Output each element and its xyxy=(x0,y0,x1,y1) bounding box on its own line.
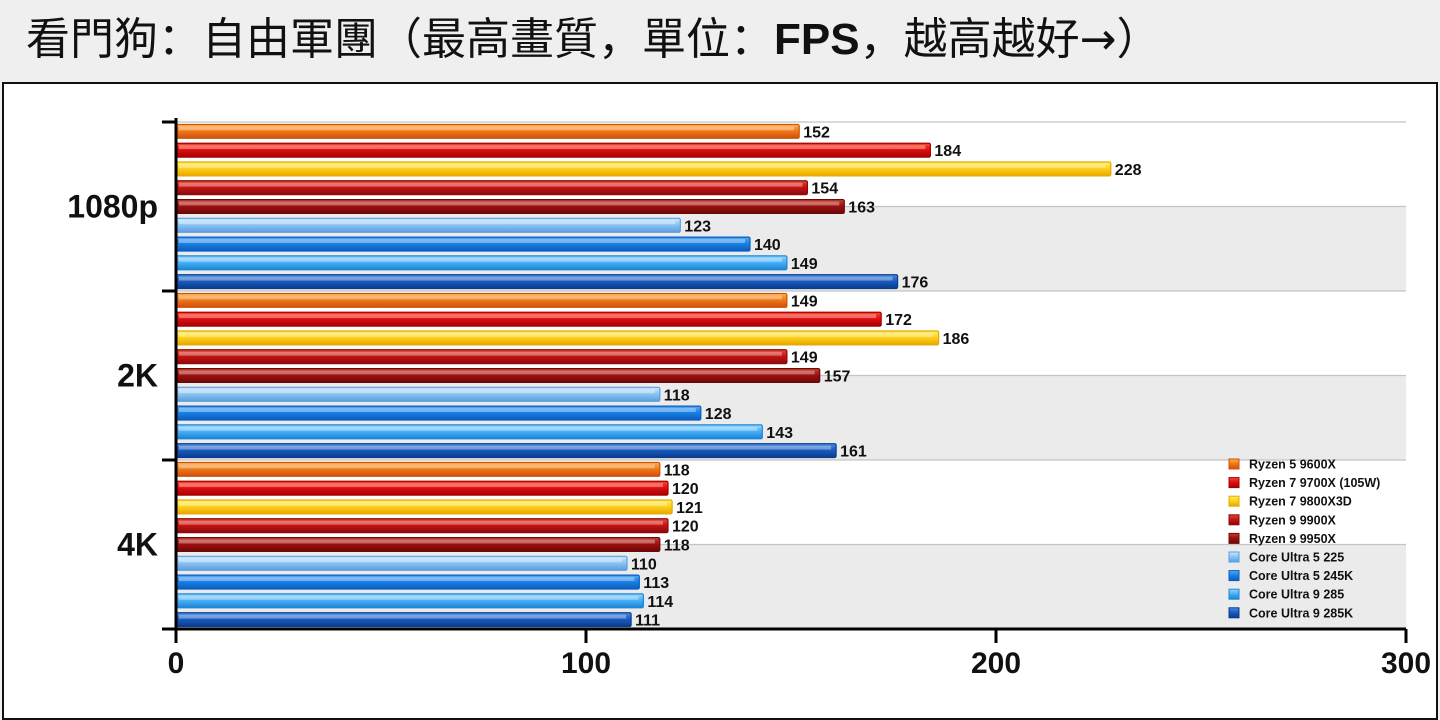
bar-highlight xyxy=(179,295,782,300)
legend-swatch xyxy=(1228,495,1240,507)
legend-swatch xyxy=(1228,458,1240,470)
value-label: 149 xyxy=(791,256,818,273)
legend: Ryzen 5 9600X Ryzen 7 9700X (105W) Ryzen 7… xyxy=(1228,458,1380,620)
bar-highlight xyxy=(179,201,840,206)
bar-highlight xyxy=(179,332,934,337)
value-label: 161 xyxy=(840,444,867,461)
legend-label: Ryzen 5 9600X xyxy=(1249,458,1337,472)
bar-highlight xyxy=(179,483,663,488)
value-label: 149 xyxy=(791,293,818,310)
bar-highlight xyxy=(179,389,655,394)
legend-swatch xyxy=(1228,514,1240,526)
x-tick-label: 300 xyxy=(1381,647,1431,680)
bar-highlight xyxy=(179,314,877,319)
value-label: 157 xyxy=(824,369,851,386)
category-label: 1080p xyxy=(67,189,158,225)
value-label: 123 xyxy=(684,218,711,235)
legend-swatch xyxy=(1228,570,1240,582)
value-label: 118 xyxy=(664,387,690,404)
chart-panel: 152 184 228 154 163 123 140 149 176 149 172 186 149 1… xyxy=(2,82,1438,720)
bar-chart: 152 184 228 154 163 123 140 149 176 149 172 186 149 1… xyxy=(67,118,1431,680)
legend-swatch xyxy=(1228,588,1240,600)
bar-highlight xyxy=(179,426,758,431)
bar-highlight xyxy=(179,163,1106,168)
x-tick-label: 0 xyxy=(168,647,185,680)
legend-swatch xyxy=(1228,551,1240,563)
legend-swatch xyxy=(1228,607,1240,619)
legend-label: Ryzen 7 9800X3D xyxy=(1249,495,1352,509)
legend-label: Ryzen 7 9700X (105W) xyxy=(1249,476,1380,490)
value-label: 120 xyxy=(672,519,699,536)
bar-highlight xyxy=(179,520,663,525)
x-tick-labels: 0 100 200 300 xyxy=(168,647,1431,680)
bar-highlight xyxy=(179,445,832,450)
value-label: 172 xyxy=(885,312,912,329)
bar-highlight xyxy=(179,257,782,262)
category-labels: 1080p 2K 4K xyxy=(67,189,158,563)
axes xyxy=(162,118,1408,643)
value-label: 184 xyxy=(934,143,961,160)
value-label: 111 xyxy=(635,613,660,630)
bar-highlight xyxy=(179,577,635,581)
bar-highlight xyxy=(179,126,795,131)
value-label: 114 xyxy=(647,594,673,611)
bar-highlight xyxy=(179,239,745,243)
value-label: 118 xyxy=(664,462,690,479)
value-label: 149 xyxy=(791,350,818,367)
value-label: 154 xyxy=(811,181,838,198)
legend-label: Core Ultra 5 245K xyxy=(1249,569,1353,583)
category-label: 2K xyxy=(117,358,158,394)
value-label: 120 xyxy=(672,481,699,498)
bar-highlight xyxy=(179,351,782,356)
value-labels: 152 184 228 154 163 123 140 149 176 149 172 186 149 1… xyxy=(631,124,1142,629)
legend-label: Core Ultra 9 285 xyxy=(1249,588,1344,602)
bar-highlight xyxy=(179,220,676,225)
bar-highlight xyxy=(179,464,655,469)
bar-highlight xyxy=(179,370,815,375)
value-label: 163 xyxy=(848,200,875,217)
legend-label: Core Ultra 9 285K xyxy=(1249,606,1353,620)
bars xyxy=(175,123,1112,628)
category-label: 4K xyxy=(117,527,158,563)
x-tick-label: 200 xyxy=(971,647,1021,680)
title-prefix: 看門狗：自由軍團（最高畫質，單位： xyxy=(26,14,774,65)
bar-highlight xyxy=(179,276,893,281)
title-suffix: ，越高越好→） xyxy=(859,14,1161,65)
legend-label: Ryzen 9 9950X xyxy=(1249,532,1337,546)
bar-highlight xyxy=(179,558,622,563)
legend-label: Ryzen 9 9900X xyxy=(1249,513,1337,527)
legend-swatch xyxy=(1228,477,1240,489)
bar-highlight xyxy=(179,614,627,619)
value-label: 143 xyxy=(766,425,793,442)
value-label: 110 xyxy=(631,556,657,573)
title-unit: FPS xyxy=(774,15,860,64)
x-tick-label: 100 xyxy=(561,647,611,680)
value-label: 140 xyxy=(754,237,781,254)
bar-highlight xyxy=(179,145,926,150)
bar-highlight xyxy=(179,501,668,506)
value-label: 128 xyxy=(705,406,732,423)
bar-highlight xyxy=(179,408,696,412)
bar-highlight xyxy=(179,182,803,187)
value-label: 118 xyxy=(664,538,690,555)
chart-title: 看門狗：自由軍團（最高畫質，單位：FPS，越高越好→） xyxy=(26,10,1160,70)
value-label: 121 xyxy=(676,500,703,517)
bar-highlight xyxy=(179,539,655,544)
bar-highlight xyxy=(179,595,639,600)
title-bar: 看門狗：自由軍團（最高畫質，單位：FPS，越高越好→） xyxy=(0,0,1440,82)
value-label: 152 xyxy=(803,124,830,141)
value-label: 176 xyxy=(902,275,929,292)
value-label: 186 xyxy=(943,331,970,348)
value-label: 228 xyxy=(1115,162,1142,179)
legend-swatch xyxy=(1228,532,1240,544)
legend-label: Core Ultra 5 225 xyxy=(1249,551,1344,565)
value-label: 113 xyxy=(643,575,669,592)
